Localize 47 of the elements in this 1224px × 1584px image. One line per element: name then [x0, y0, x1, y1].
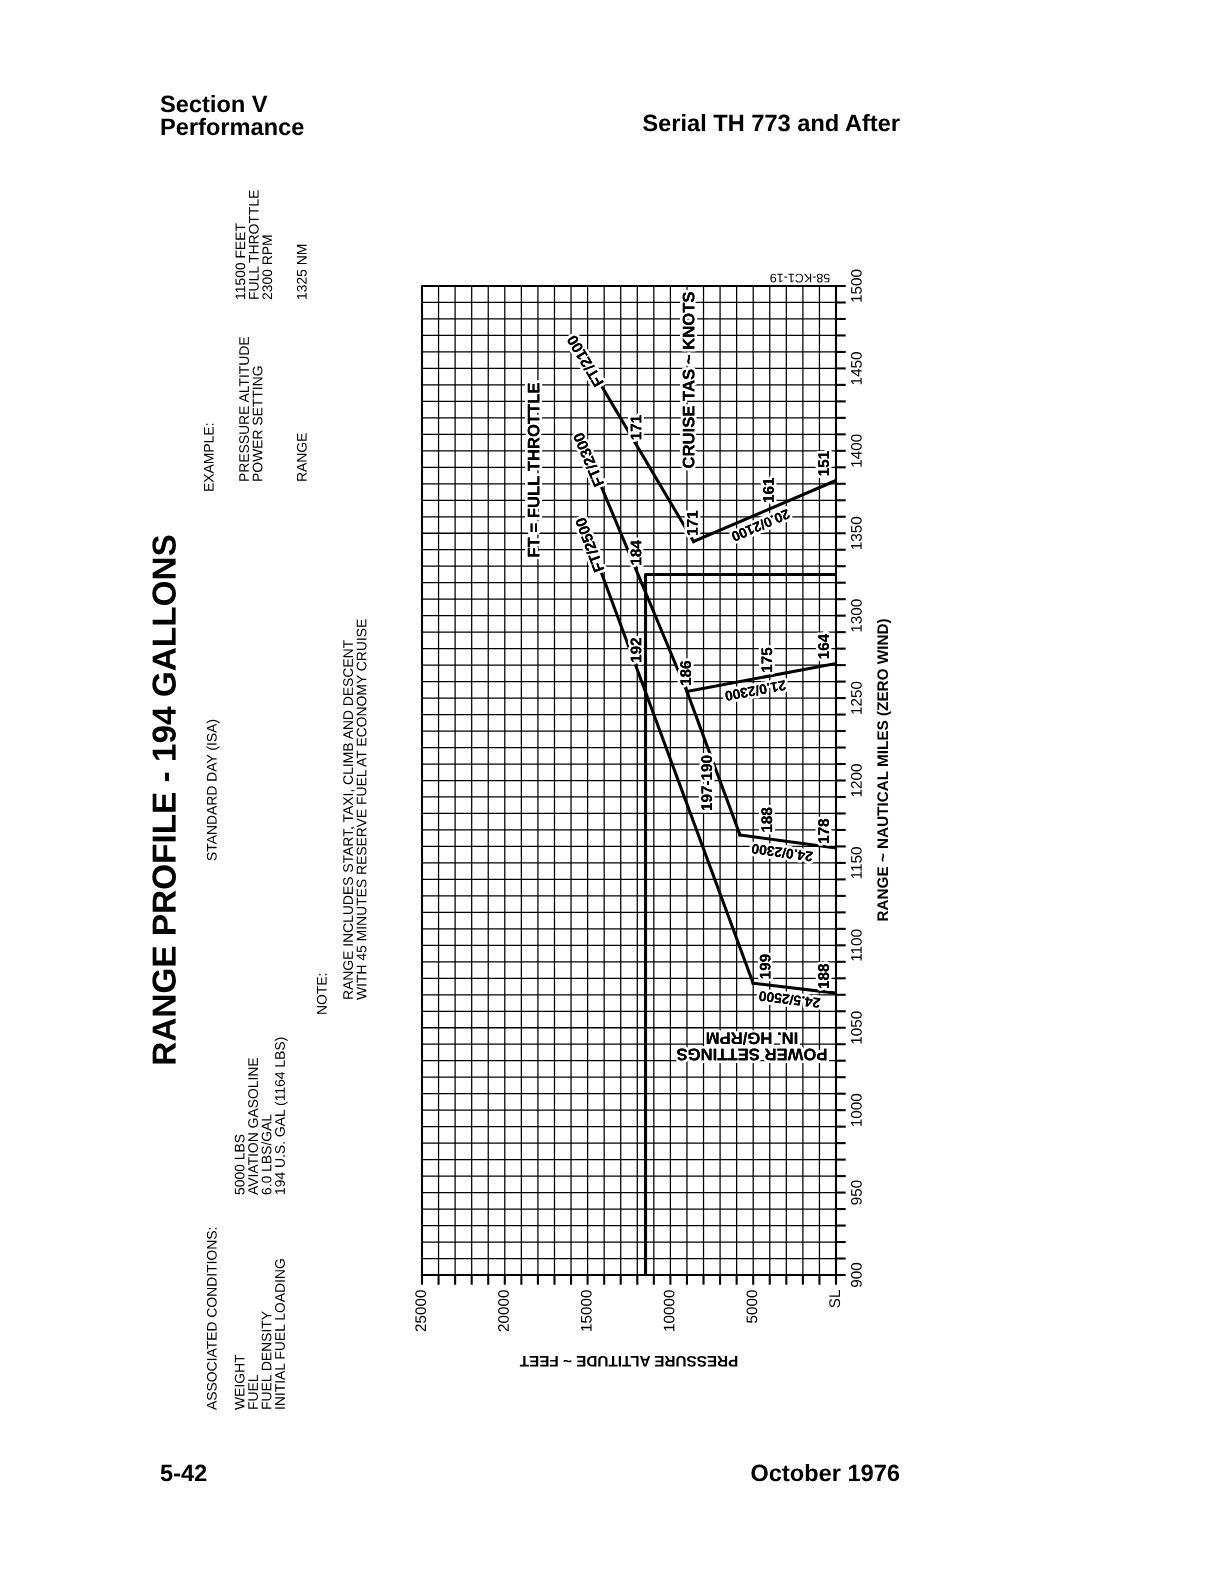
text: WEIGHT FUEL FUEL DENSITY INITIAL FUEL LOADING — [234, 1259, 285, 1410]
y-tick-label: 1450 — [850, 352, 862, 385]
y-tick-label: 1050 — [850, 1011, 862, 1044]
annotation: CRUISE TAS ~ KNOTS — [682, 292, 695, 468]
y-tick-label: 950 — [850, 1180, 862, 1205]
text: 5000 LBS AVIATION GASOLINE 6.0 LBS/GAL 194 U.S. GAL (1164 LBS) — [234, 1037, 288, 1195]
text: 24.0/2300 — [751, 843, 813, 862]
annotation: FT = FULL THROTTLE — [527, 383, 540, 557]
x-tick-label: 20000 — [498, 1290, 509, 1332]
text: October 1976 — [751, 1463, 900, 1482]
text: ASSOCIATED CONDITIONS: — [206, 1227, 217, 1410]
y-tick-label: 1500 — [850, 269, 862, 302]
annotation: 199 — [759, 954, 771, 979]
text: RANGE PROFILE - 194 GALLONS — [152, 535, 176, 1064]
y-tick-label: 1000 — [850, 1093, 862, 1126]
text: Serial TH 773 and After — [643, 114, 900, 132]
x-tick-label: 10000 — [663, 1290, 675, 1331]
text: NOTE: — [316, 973, 327, 1014]
y-tick-label: 1100 — [850, 929, 862, 961]
text: RANGE INCLUDES START, TAXI, CLIMB AND DESCENT WITH 45 MINUTES RESERVE FUEL AT ECONOMY CRUISE — [343, 619, 367, 1000]
text: 58-KC1-19 — [770, 273, 830, 283]
y-tick-label: 1200 — [850, 764, 862, 797]
annotation: POWER SETTINGS IN. HG/RPM — [677, 1032, 827, 1061]
x-tick-label: 15000 — [580, 1290, 592, 1331]
y-tick-label: 900 — [850, 1262, 862, 1288]
y-axis-title: RANGE ~ NAUTICAL MILES (ZERO WIND) — [876, 619, 892, 921]
text: Section V Performance — [160, 95, 304, 136]
x-tick-label: SL — [829, 1290, 841, 1308]
y-tick-label: 1400 — [850, 434, 862, 467]
y-tick-label: 1300 — [850, 599, 862, 632]
annotation: 175 — [761, 647, 773, 672]
annotation: 161 — [763, 477, 774, 503]
text: EXAMPLE: — [204, 423, 214, 491]
text: PRESSURE ALTITUDE POWER SETTING — [239, 336, 263, 481]
y-tick-label: 1250 — [850, 681, 862, 714]
x-tick-label: 5000 — [746, 1290, 758, 1323]
y-tick-label: 1150 — [850, 847, 862, 879]
text: STANDARD DAY (ISA) — [206, 719, 220, 861]
text: 24.5/2500 — [758, 990, 821, 1009]
x-axis-title: PRESSURE ALTITUDE ~ FEET — [519, 1355, 738, 1367]
text: 21.0/2300 — [724, 679, 787, 702]
text: 1325 NM — [296, 244, 307, 299]
x-tick-label: 25000 — [415, 1290, 427, 1332]
text: RANGE — [296, 433, 307, 481]
text: 5-42 — [160, 1464, 207, 1482]
y-tick-label: 1350 — [850, 516, 862, 550]
text: 11500 FEET FULL THROTTLE 2300 RPM — [235, 190, 273, 300]
